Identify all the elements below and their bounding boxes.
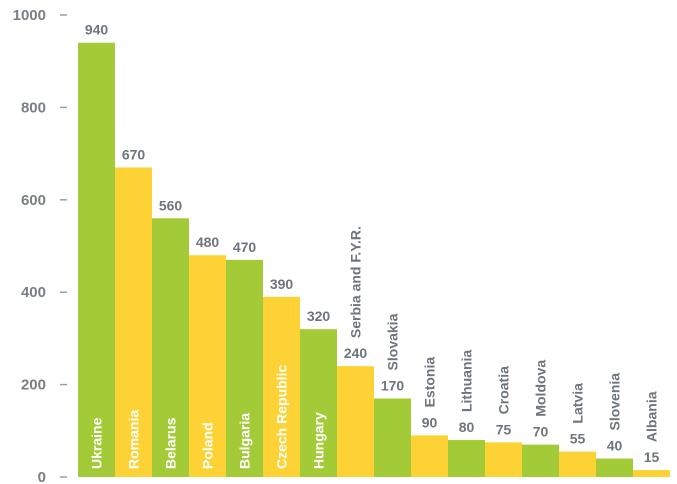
bar-czech-republic <box>263 296 300 477</box>
bar-albania <box>633 470 670 477</box>
value-label: 940 <box>85 22 109 38</box>
category-label: Albania <box>644 391 660 442</box>
y-tick-label: 800 <box>21 99 46 116</box>
bar-poland <box>189 255 226 477</box>
category-label: Slovakia <box>385 313 401 370</box>
bar-slovakia <box>374 398 411 477</box>
category-label: Croatia <box>496 366 512 414</box>
value-label: 170 <box>381 377 405 393</box>
value-label: 240 <box>344 345 368 361</box>
category-label: Czech Republic <box>274 365 290 469</box>
value-label: 80 <box>459 419 475 435</box>
value-label: 670 <box>122 146 146 162</box>
value-label: 90 <box>422 414 438 430</box>
bar-hungary <box>300 329 337 477</box>
bar-moldova <box>522 444 559 477</box>
y-tick-label: 200 <box>21 377 46 394</box>
value-label: 480 <box>196 234 220 250</box>
bar-lithuania <box>448 440 485 477</box>
category-label: Serbia and F.Y.R. <box>348 226 364 338</box>
category-label: Bulgaria <box>237 413 253 469</box>
value-label: 55 <box>570 431 586 447</box>
category-labels: Ukraine Romania Belarus Poland Bulgaria Czech… <box>89 226 660 469</box>
bar-estonia <box>411 435 448 477</box>
bar-ukraine <box>78 42 115 477</box>
value-label: 70 <box>533 424 549 440</box>
value-labels: 940 670 560 480 470 390 320 240 170 90 80 75 70 55 40 1… <box>85 22 660 465</box>
category-label: Estonia <box>422 357 438 408</box>
value-label: 390 <box>270 276 294 292</box>
y-tick-label: 400 <box>21 284 46 301</box>
bar-romania <box>115 167 152 477</box>
value-label: 75 <box>496 421 512 437</box>
bar-croatia <box>485 442 522 477</box>
value-label: 40 <box>607 438 623 454</box>
y-tick-label: 600 <box>21 192 46 209</box>
category-label: Hungary <box>311 412 327 469</box>
bar-serbia-and-f-y-r- <box>337 366 374 477</box>
category-label: Belarus <box>163 417 179 469</box>
value-label: 320 <box>307 308 331 324</box>
y-tick-label: 1000 <box>13 7 46 24</box>
y-tick-label: 0 <box>38 469 46 484</box>
category-label: Lithuania <box>459 350 475 412</box>
value-label: 560 <box>159 197 183 213</box>
bar-belarus <box>152 218 189 477</box>
category-label: Latvia <box>570 383 586 424</box>
category-label: Romania <box>126 410 142 469</box>
category-label: Moldova <box>533 360 549 417</box>
bars <box>78 42 670 477</box>
bar-slovenia <box>596 458 633 477</box>
value-label: 15 <box>644 449 660 465</box>
category-label: Slovenia <box>607 373 623 431</box>
category-label: Ukraine <box>89 417 105 469</box>
bar-latvia <box>559 451 596 477</box>
bar-bulgaria <box>226 259 263 477</box>
value-label: 470 <box>233 239 257 255</box>
y-axis: 0 200 400 600 800 1000 <box>13 7 67 484</box>
category-label: Poland <box>200 422 216 469</box>
